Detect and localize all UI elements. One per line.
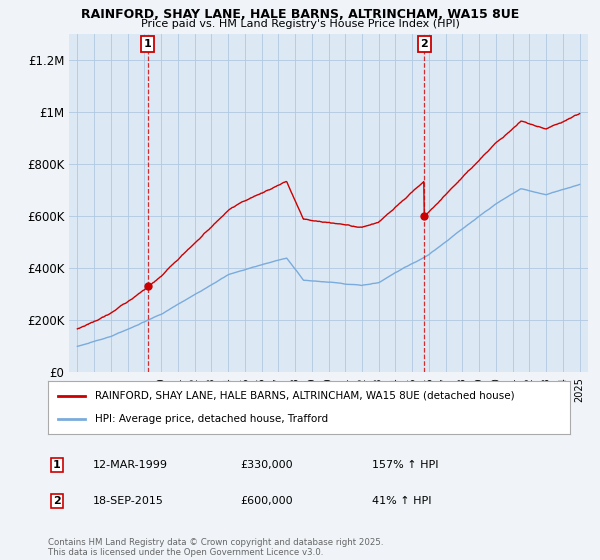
Text: £600,000: £600,000 [240,496,293,506]
Text: 18-SEP-2015: 18-SEP-2015 [93,496,164,506]
Text: 2: 2 [421,39,428,49]
Text: 1: 1 [53,460,61,470]
Text: RAINFORD, SHAY LANE, HALE BARNS, ALTRINCHAM, WA15 8UE (detached house): RAINFORD, SHAY LANE, HALE BARNS, ALTRINC… [95,391,515,401]
Text: £330,000: £330,000 [240,460,293,470]
Text: 1: 1 [144,39,152,49]
Text: 12-MAR-1999: 12-MAR-1999 [93,460,168,470]
Text: 2: 2 [53,496,61,506]
Text: 41% ↑ HPI: 41% ↑ HPI [372,496,431,506]
Text: 157% ↑ HPI: 157% ↑ HPI [372,460,439,470]
Text: RAINFORD, SHAY LANE, HALE BARNS, ALTRINCHAM, WA15 8UE: RAINFORD, SHAY LANE, HALE BARNS, ALTRINC… [81,8,519,21]
Text: HPI: Average price, detached house, Trafford: HPI: Average price, detached house, Traf… [95,414,328,424]
Text: Price paid vs. HM Land Registry's House Price Index (HPI): Price paid vs. HM Land Registry's House … [140,19,460,29]
Text: Contains HM Land Registry data © Crown copyright and database right 2025.
This d: Contains HM Land Registry data © Crown c… [48,538,383,557]
